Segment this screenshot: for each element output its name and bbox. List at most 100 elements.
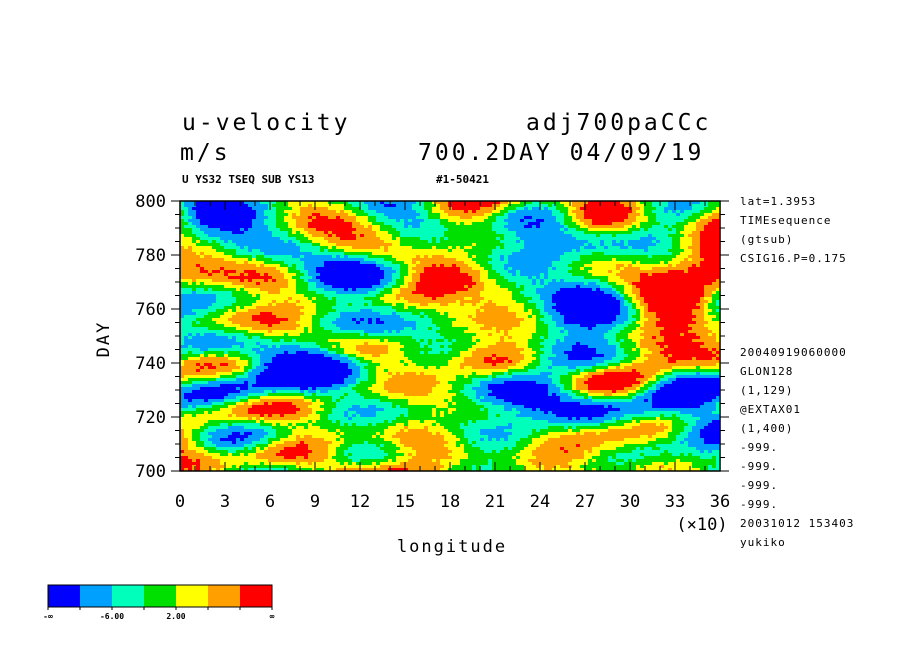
heatmap-cell <box>412 309 416 312</box>
heatmap-cell <box>548 264 552 267</box>
heatmap-cell <box>700 300 704 303</box>
heatmap-cell <box>296 225 300 228</box>
heatmap-cell <box>624 303 628 306</box>
heatmap-cell <box>400 309 404 312</box>
heatmap-cell <box>476 231 480 234</box>
heatmap-cell <box>680 240 684 243</box>
heatmap-cell <box>432 267 436 270</box>
heatmap-cell <box>372 303 376 306</box>
heatmap-cell <box>652 264 656 267</box>
heatmap-cell <box>480 270 484 273</box>
heatmap-cell <box>256 264 260 267</box>
heatmap-cell <box>404 234 408 237</box>
heatmap-cell <box>544 243 548 246</box>
heatmap-cell <box>448 303 452 306</box>
heatmap-cell <box>464 240 468 243</box>
heatmap-cell <box>576 291 580 294</box>
heatmap-cell <box>464 291 468 294</box>
heatmap-cell <box>612 294 616 297</box>
heatmap-cell <box>660 279 664 282</box>
heatmap-cell <box>224 201 228 204</box>
heatmap-cell <box>236 303 240 306</box>
heatmap-cell <box>368 297 372 300</box>
heatmap-cell <box>524 291 528 294</box>
heatmap-cell <box>588 237 592 240</box>
heatmap-cell <box>660 267 664 270</box>
heatmap-cell <box>508 240 512 243</box>
heatmap-cell <box>608 234 612 237</box>
heatmap-cell <box>396 249 400 252</box>
heatmap-cell <box>244 216 248 219</box>
heatmap-cell <box>264 222 268 225</box>
heatmap-cell <box>392 252 396 255</box>
heatmap-cell <box>580 264 584 267</box>
heatmap-cell <box>308 303 312 306</box>
heatmap-cell <box>264 210 268 213</box>
heatmap-cell <box>376 261 380 264</box>
heatmap-cell <box>604 297 608 300</box>
heatmap-cell <box>480 264 484 267</box>
heatmap-cell <box>200 270 204 273</box>
heatmap-cell <box>204 234 208 237</box>
heatmap-cell <box>616 303 620 306</box>
heatmap-cell <box>316 267 320 270</box>
heatmap-cell <box>284 282 288 285</box>
heatmap-cell <box>240 228 244 231</box>
heatmap-cell <box>236 297 240 300</box>
heatmap-cell <box>332 210 336 213</box>
heatmap-cell <box>464 309 468 312</box>
heatmap-cell <box>644 309 648 312</box>
heatmap-cell <box>320 225 324 228</box>
heatmap-cell <box>336 201 340 204</box>
heatmap-cell <box>296 285 300 288</box>
heatmap-cell <box>256 234 260 237</box>
heatmap-cell <box>656 291 660 294</box>
heatmap-cell <box>696 228 700 231</box>
heatmap-cell <box>632 246 636 249</box>
heatmap-cell <box>324 270 328 273</box>
heatmap-cell <box>688 291 692 294</box>
heatmap-cell <box>548 267 552 270</box>
heatmap-cell <box>688 207 692 210</box>
heatmap-cell <box>332 267 336 270</box>
heatmap-cell <box>424 213 428 216</box>
heatmap-cell <box>228 276 232 279</box>
heatmap-cell <box>264 240 268 243</box>
heatmap-cell <box>180 294 184 297</box>
heatmap-cell <box>344 303 348 306</box>
heatmap-cell <box>388 261 392 264</box>
heatmap-cell <box>536 264 540 267</box>
heatmap-cell <box>708 246 712 249</box>
heatmap-cell <box>212 300 216 303</box>
heatmap-cell <box>232 264 236 267</box>
heatmap-cell <box>220 234 224 237</box>
heatmap-cell <box>524 273 528 276</box>
heatmap-cell <box>344 294 348 297</box>
heatmap-cell <box>308 225 312 228</box>
heatmap-cell <box>556 219 560 222</box>
heatmap-cell <box>700 234 704 237</box>
heatmap-cell <box>564 291 568 294</box>
heatmap-cell <box>388 297 392 300</box>
heatmap-cell <box>292 294 296 297</box>
heatmap-cell <box>668 231 672 234</box>
heatmap-cell <box>600 219 604 222</box>
heatmap-cell <box>572 261 576 264</box>
heatmap-cell <box>564 237 568 240</box>
heatmap-cell <box>488 282 492 285</box>
heatmap-cell <box>544 201 548 204</box>
heatmap-cell <box>240 216 244 219</box>
heatmap-cell <box>636 231 640 234</box>
heatmap-cell <box>704 231 708 234</box>
heatmap-cell <box>272 216 276 219</box>
heatmap-cell <box>672 303 676 306</box>
heatmap-cell <box>668 276 672 279</box>
heatmap-cell <box>348 204 352 207</box>
heatmap-cell <box>656 249 660 252</box>
heatmap-cell <box>672 249 676 252</box>
heatmap-cell <box>488 204 492 207</box>
heatmap-cell <box>432 285 436 288</box>
heatmap-cell <box>572 237 576 240</box>
heatmap-cell <box>668 294 672 297</box>
heatmap-cell <box>240 204 244 207</box>
